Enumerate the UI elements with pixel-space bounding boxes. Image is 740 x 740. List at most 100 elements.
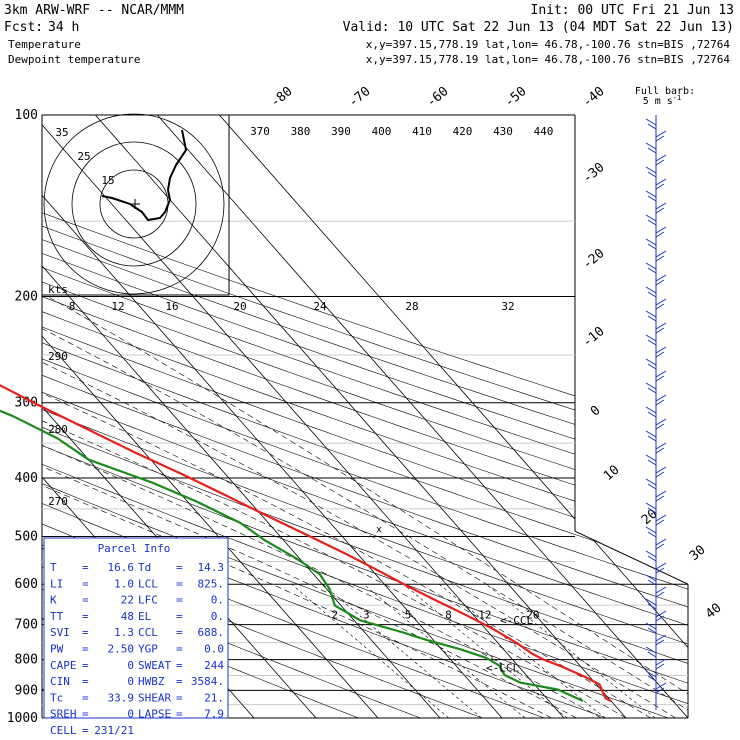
- wind-barb-icon: [655, 466, 667, 478]
- dewpoint-location: x,y=397.15,778.19 lat,lon= 46.78,-100.76…: [366, 53, 731, 66]
- parcel-info-equals: =: [176, 577, 183, 590]
- theta-e-label: 20: [233, 300, 246, 313]
- wind-barb-icon: [655, 442, 667, 454]
- ccl-marker-label: <-CCL: [500, 614, 533, 627]
- pressure-tick-label: 400: [15, 471, 38, 486]
- parcel-info-value: 7.9: [204, 708, 224, 721]
- parcel-info-equals: =: [82, 724, 89, 737]
- theta-e-label: 24: [313, 300, 327, 313]
- parcel-info-value: 0: [127, 659, 134, 672]
- wind-barb-icon: [645, 670, 657, 682]
- isotherm: [42, 115, 379, 718]
- dry-adiabat: [42, 115, 688, 718]
- parcel-info-label: SWEAT: [138, 659, 171, 672]
- dry-adiabat: [42, 115, 688, 718]
- theta-label: 400: [372, 125, 392, 138]
- wind-barb-icon: [645, 166, 657, 178]
- parcel-info-equals: =: [176, 691, 183, 704]
- barb-legend-units: 5 m s-1: [643, 94, 682, 107]
- dry-adiabat: [42, 115, 421, 718]
- isotherm-label: 20: [639, 507, 661, 529]
- parcel-info-label: K: [50, 594, 57, 607]
- parcel-info-label: LFC: [138, 594, 158, 607]
- dry-adiabat: [42, 115, 688, 718]
- parcel-info-label: T: [50, 561, 57, 574]
- parcel-info-label: Td: [138, 561, 151, 574]
- wind-barb-icon: [645, 478, 657, 490]
- hodograph-storm-motion-icon: [130, 199, 140, 209]
- theta-label-left: 270: [48, 495, 68, 508]
- moist-adiabat: [42, 296, 577, 718]
- wind-barb-icon: [655, 658, 667, 670]
- parcel-info-label: LI: [50, 577, 63, 590]
- hodograph-ring-label: 35: [55, 126, 68, 139]
- parcel-info-value: 22: [121, 594, 134, 607]
- init-time: Init: 00 UTC Fri 21 Jun 13: [531, 3, 735, 18]
- wind-barb-icon: [645, 310, 657, 322]
- pressure-tick-label: 1000: [7, 711, 38, 726]
- isotherm-label: -50: [502, 84, 530, 111]
- dry-adiabat: [42, 115, 688, 718]
- theta-e-label: 12: [111, 300, 124, 313]
- parcel-info-label: LCL: [138, 577, 158, 590]
- parcel-info-value: 825.: [198, 577, 225, 590]
- pressure-tick-label: 100: [15, 108, 38, 123]
- wind-barb-icon: [655, 130, 667, 142]
- parcel-info-value: 0.: [211, 594, 224, 607]
- wind-barb-icon: [645, 454, 657, 466]
- parcel-info-label: HWBZ: [138, 675, 165, 688]
- parcel-info-label: PW: [50, 643, 64, 656]
- wind-barb-icon: [655, 346, 667, 358]
- wind-barb-icon: [655, 370, 667, 382]
- dry-adiabat: [42, 115, 688, 718]
- pressure-tick-label: 500: [15, 529, 38, 544]
- wind-barb-icon: [645, 574, 657, 586]
- wind-barb-icon: [645, 214, 657, 226]
- parcel-info-value: 0.: [211, 610, 224, 623]
- isotherm-label: 10: [601, 463, 623, 485]
- theta-e-label: 32: [501, 300, 514, 313]
- wind-barb-icon: [655, 682, 667, 694]
- forecast-hour: 34 h: [48, 20, 79, 35]
- temperature-legend: Temperature: [8, 38, 81, 51]
- theta-label: 410: [412, 125, 432, 138]
- isotherm: [42, 115, 565, 718]
- parcel-info-label: TT: [50, 610, 64, 623]
- forecast-label: Fcst:: [4, 20, 43, 35]
- parcel-info-equals: =: [176, 626, 183, 639]
- parcel-info-label: CAPE: [50, 659, 77, 672]
- parcel-info-label: SHEAR: [138, 691, 171, 704]
- wind-barb-icon: [655, 514, 667, 526]
- barb-legend-title: Full barb:: [635, 86, 695, 97]
- parcel-info-equals: =: [82, 594, 89, 607]
- isotherm: [0, 115, 6, 718]
- dewpoint-legend: Dewpoint temperature: [8, 53, 140, 66]
- parcel-info-equals: =: [176, 610, 183, 623]
- pressure-tick-label: 700: [15, 618, 38, 633]
- parcel-info-value: 0: [127, 708, 134, 721]
- dry-adiabat: [42, 115, 688, 718]
- wind-barb-icon: [655, 298, 667, 310]
- wind-barb-icon: [655, 154, 667, 166]
- parcel-info-equals: =: [176, 708, 183, 721]
- wind-barb-icon: [645, 406, 657, 418]
- dry-adiabat: [42, 115, 688, 718]
- pressure-tick-label: 900: [15, 683, 38, 698]
- moist-adiabat: [42, 296, 651, 718]
- wind-barb-icon: [645, 550, 657, 562]
- mixing-ratio-label: 12: [478, 609, 491, 622]
- isotherm: [157, 115, 688, 718]
- wind-barb-icon: [645, 382, 657, 394]
- mixing-ratio-label: 5: [405, 609, 412, 622]
- mixing-ratio-label: 2: [331, 609, 338, 622]
- theta-label-left: 280: [48, 423, 68, 436]
- wind-barb-icon: [645, 598, 657, 610]
- parcel-info-label: SVI: [50, 626, 70, 639]
- parcel-info-equals: =: [82, 626, 89, 639]
- moist-adiabat: [42, 296, 627, 718]
- parcel-info-equals: =: [82, 610, 89, 623]
- wind-barb-icon: [645, 190, 657, 202]
- parcel-info-label: SREH: [50, 708, 77, 721]
- parcel-info-label: CCL: [138, 626, 158, 639]
